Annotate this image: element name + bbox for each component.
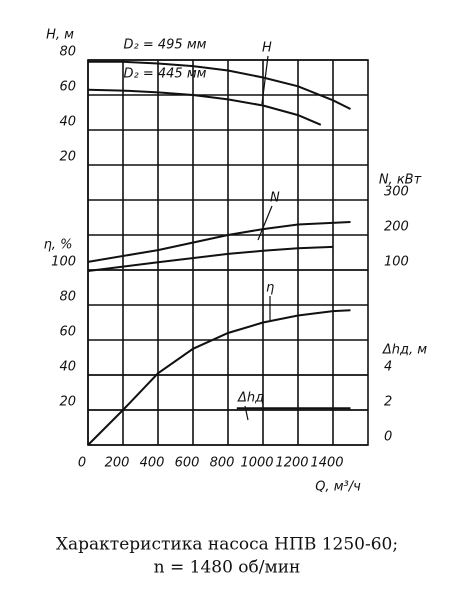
y-tick-label: 4	[384, 360, 392, 375]
series-label: D₂ = 445 мм	[124, 67, 207, 82]
x-tick-label: 0	[78, 456, 86, 471]
x-tick-label: 1400	[310, 456, 343, 471]
x-axis-label: Q, м³/ч	[315, 480, 361, 495]
x-tick-label: 200	[105, 456, 130, 471]
y-tick-label: 40	[59, 360, 76, 375]
y-tick-label: 60	[59, 325, 76, 340]
caption: Характеристика насоса НПВ 1250-60;	[56, 535, 398, 555]
y-tick-label: 100	[384, 255, 409, 270]
curve-label: N	[270, 191, 280, 206]
y-axis-label: N, кВт	[379, 173, 422, 188]
caption: n = 1480 об/мин	[154, 558, 301, 578]
curve	[87, 88, 322, 126]
y-axis-label: Δhд, м	[382, 343, 427, 358]
y-tick-label: 40	[59, 115, 76, 130]
curve	[87, 221, 351, 263]
y-tick-label: 0	[384, 430, 392, 445]
y-tick-label: 2	[384, 395, 392, 410]
x-tick-label: 400	[140, 456, 165, 471]
y-axis-label: η, %	[44, 238, 73, 253]
curve	[88, 60, 351, 110]
curve	[87, 245, 334, 272]
y-tick-label: 60	[59, 80, 76, 95]
x-tick-label: 600	[175, 456, 200, 471]
x-tick-label: 1200	[275, 456, 308, 471]
y-tick-label: 300	[384, 185, 409, 200]
series-label: D₂ = 495 мм	[124, 38, 207, 53]
y-tick-label: 20	[59, 150, 76, 165]
curve-label: H	[262, 41, 272, 56]
y-tick-label: 80	[59, 290, 76, 305]
y-axis-label: H, м	[46, 28, 74, 43]
x-tick-label: 800	[210, 456, 235, 471]
y-tick-label: 200	[384, 220, 409, 235]
y-tick-label: 80	[59, 45, 76, 60]
y-tick-label: 100	[51, 255, 76, 270]
curve-label: η	[266, 281, 274, 296]
curve	[87, 309, 351, 446]
curve-label: Δhд	[237, 391, 264, 406]
x-tick-label: 1000	[240, 456, 273, 471]
y-tick-label: 20	[59, 395, 76, 410]
